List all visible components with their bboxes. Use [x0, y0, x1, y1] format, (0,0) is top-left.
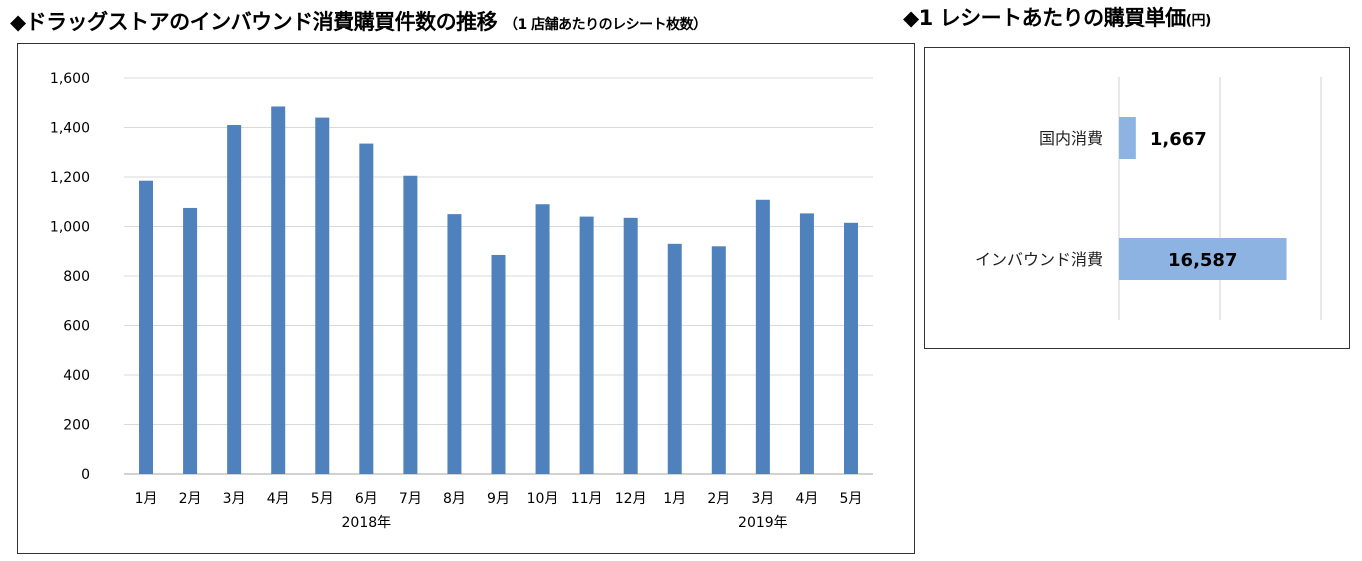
bar: [139, 180, 154, 474]
bar: [403, 175, 418, 474]
right-chart-title: ◆1 レシートあたりの購買単価(円): [903, 2, 1211, 32]
bar: [843, 222, 858, 474]
x-tick-label: 2月: [707, 491, 730, 507]
bar: [271, 106, 286, 475]
bar: [1119, 117, 1136, 159]
unit-price-chart: 国内消費 1,667 インバウンド消費 16,587: [975, 77, 1322, 320]
x-tick-label: 6月: [355, 491, 378, 507]
x-tick-label: 4月: [795, 491, 818, 507]
x-tick-label: 9月: [487, 491, 510, 507]
bar: [711, 246, 726, 474]
bar: [227, 125, 242, 475]
x-tick-label: 5月: [311, 491, 334, 507]
bar: [579, 216, 594, 474]
bar: [1119, 238, 1287, 280]
y-tick-label: 600: [63, 319, 90, 335]
left-chart-title: ◆ドラッグストアのインバウンド消費購買件数の推移 （1 店舗あたりのレシート枚数…: [10, 6, 707, 36]
x-tick-label: 2月: [179, 491, 202, 507]
bar: [799, 213, 814, 474]
category-label: インバウンド消費: [975, 250, 1103, 269]
x-tick-label: 1月: [135, 491, 158, 507]
x-tick-label: 4月: [267, 491, 290, 507]
bar: [183, 207, 198, 474]
purchase-count-chart-panel: 0 200 400 600 800 1,000 1,200 1,400 1,600 1月 2月 3月 4…: [17, 43, 915, 554]
category-label: 国内消費: [1039, 129, 1103, 148]
bar: [447, 214, 462, 474]
year-label: 2019年: [738, 515, 788, 531]
bar: [667, 243, 682, 474]
unit-price-chart-panel: 国内消費 1,667 インバウンド消費 16,587: [924, 47, 1350, 349]
y-tick-label: 1,600: [50, 71, 90, 87]
y-tick-label: 1,000: [50, 220, 90, 236]
bar: [755, 199, 770, 474]
value-label: 16,587: [1168, 250, 1237, 271]
x-tick-label: 1月: [663, 491, 686, 507]
x-tick-label: 12月: [615, 491, 647, 507]
y-tick-label: 0: [81, 467, 90, 483]
bar: [535, 204, 550, 474]
bar: [623, 217, 638, 474]
right-chart-title-sub: (円): [1185, 13, 1212, 29]
y-tick-label: 400: [63, 368, 90, 384]
x-tick-label: 8月: [443, 491, 466, 507]
right-chart-title-main: ◆1 レシートあたりの購買単価: [903, 6, 1186, 30]
x-tick-label: 3月: [751, 491, 774, 507]
x-tick-label: 11月: [571, 491, 603, 507]
bar: [491, 254, 506, 474]
y-tick-label: 1,200: [50, 170, 90, 186]
x-tick-label: 10月: [527, 491, 559, 507]
bar: [315, 117, 330, 474]
year-label: 2018年: [342, 515, 392, 531]
left-chart-title-sub: （1 店舗あたりのレシート枚数）: [503, 17, 707, 33]
y-tick-label: 1,400: [50, 121, 90, 137]
bar: [359, 143, 374, 474]
x-tick-label: 5月: [840, 491, 863, 507]
left-chart-title-main: ◆ドラッグストアのインバウンド消費購買件数の推移: [10, 10, 498, 34]
x-tick-label: 3月: [223, 491, 246, 507]
x-tick-label: 7月: [399, 491, 422, 507]
y-tick-label: 800: [63, 269, 90, 285]
value-label: 1,667: [1150, 129, 1207, 150]
purchase-count-chart: 0 200 400 600 800 1,000 1,200 1,400 1,600 1月 2月 3月 4…: [50, 71, 873, 531]
y-tick-label: 200: [63, 418, 90, 434]
